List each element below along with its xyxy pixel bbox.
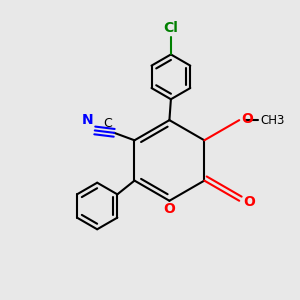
Text: Cl: Cl	[164, 21, 178, 35]
Text: O: O	[242, 112, 254, 126]
Text: O: O	[164, 202, 175, 216]
Text: CH3: CH3	[261, 114, 285, 127]
Text: C: C	[104, 117, 112, 130]
Text: O: O	[243, 195, 255, 209]
Text: N: N	[82, 113, 93, 128]
